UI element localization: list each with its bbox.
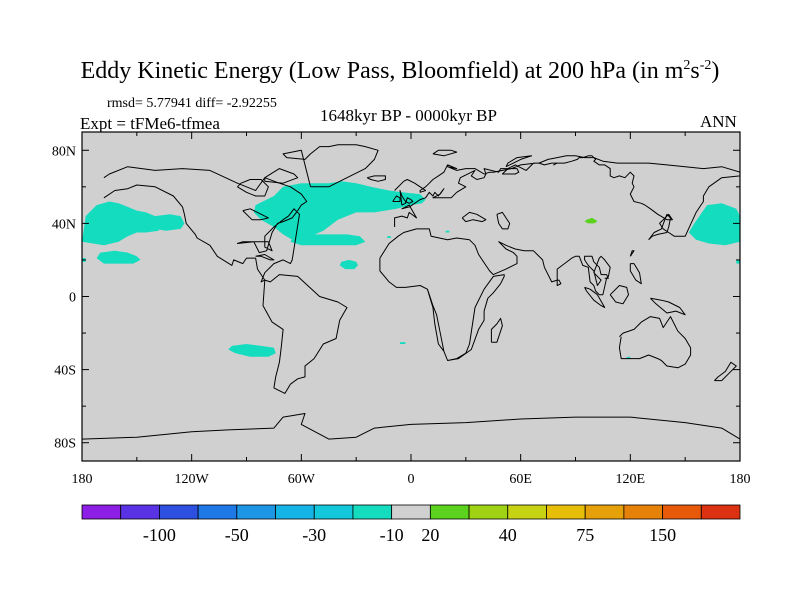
period-label: 1648kyr BP - 0000kyr BP (320, 106, 497, 125)
coastline-sumatra (584, 286, 606, 308)
coastline-hudson-bay (237, 179, 269, 197)
colorbar-box (662, 504, 702, 520)
colorbar-label: 75 (576, 525, 594, 545)
colorbar-box (468, 504, 509, 520)
anomaly-layer (82, 181, 740, 359)
coastline-madagascar (490, 317, 503, 343)
x-tick-label: 180 (730, 472, 751, 487)
anomaly-north-america-north-atlantic-band (253, 181, 426, 244)
colorbar-label: -100 (143, 525, 176, 545)
colorbar-box (275, 504, 315, 520)
coastline-iceland (366, 175, 386, 182)
anomaly-mid-atlantic-band (290, 234, 366, 246)
chart-title: Eddy Kinetic Energy (Low Pass, Bloomfiel… (80, 58, 720, 84)
colorbar-box (429, 504, 470, 520)
colorbar-box (584, 504, 625, 520)
coastline-svalbard (432, 149, 458, 157)
anomaly-subtropical-pacific-patch (96, 250, 141, 264)
coastline-uk (399, 190, 414, 206)
colorbar-box (700, 504, 741, 520)
axis-ticks: 180 120W 60W 0 60E 120E 180 80N 40N 0 40S 80S (52, 132, 751, 487)
map-background (82, 132, 740, 461)
x-tick-label: 60W (288, 472, 316, 487)
anomaly-mongolia-positive-patch (584, 217, 598, 224)
colorbar: -100 -50 -30 -10 20 40 75 150 (81, 504, 741, 545)
colorbar-label: 40 (499, 525, 517, 545)
colorbar-label: -10 (380, 525, 404, 545)
y-tick-label: 40S (54, 364, 76, 379)
y-tick-label: 0 (69, 291, 76, 306)
anomaly-south-pacific-patch (228, 344, 276, 357)
anomaly-north-pacific-west-band (82, 201, 159, 246)
coastline-australia (618, 316, 692, 369)
coastline-cuba (255, 254, 275, 261)
coastline-ireland (392, 195, 401, 202)
anomaly-med-small-patch (445, 230, 450, 233)
y-tick-label: 40N (52, 217, 76, 232)
coastline-caspian (496, 211, 511, 230)
coastline-layer (82, 144, 740, 440)
colorbar-box (507, 504, 547, 520)
anomaly-north-pacific-central-band (136, 214, 185, 231)
coastline-japan (648, 213, 671, 241)
coastline-philippines (629, 263, 642, 285)
coastline-borneo (609, 285, 629, 305)
y-tick-label: 80S (54, 437, 76, 452)
anomaly-west-africa-speck (387, 236, 391, 238)
colorbar-label: -50 (225, 525, 249, 545)
anomaly-north-pacific-east-band (688, 203, 740, 246)
colorbar-box (623, 504, 663, 520)
coastline-africa-south (379, 258, 505, 361)
x-tick-label: 180 (72, 472, 93, 487)
colorbar-box (159, 504, 199, 520)
colorbar-box (81, 504, 122, 520)
coastline-novaya-zemlya (505, 155, 533, 168)
x-tick-label: 120W (175, 472, 210, 487)
x-tick-label: 60E (509, 472, 532, 487)
colorbar-box (352, 504, 393, 520)
experiment-label: Expt = tFMe6-tfmea (80, 114, 220, 133)
coastline-baffin (264, 168, 299, 184)
coastline-sri-lanka (556, 279, 562, 286)
coastline-north-america (103, 166, 308, 283)
colorbar-box (236, 504, 276, 520)
coastline-africa-arabia-india-sea (379, 228, 611, 296)
coastline-great-lakes (242, 208, 269, 221)
season-label: ANN (700, 112, 737, 131)
coastline-antarctica (82, 413, 740, 440)
colorbar-label: 20 (421, 525, 439, 545)
colorbar-box (197, 504, 238, 520)
coastline-black-sea (461, 211, 487, 223)
x-tick-label: 0 (408, 472, 415, 487)
coastline-greenland (282, 144, 379, 188)
rmsd-diff-stats: rmsd= 5.77941 diff= -2.92255 (107, 96, 277, 111)
colorbar-label: -30 (302, 525, 326, 545)
x-tick-label: 120E (616, 472, 646, 487)
anomaly-south-atlantic-speck (400, 342, 406, 344)
colorbar-box (120, 504, 160, 520)
anomaly-eastern-edge-patch (736, 259, 740, 264)
anomaly-subtropical-atlantic-patch (339, 259, 358, 270)
colorbar-label: 150 (649, 525, 676, 545)
colorbar-box (546, 504, 586, 520)
coastline-taiwan (629, 250, 635, 257)
colorbar-box (313, 504, 354, 520)
y-tick-label: 80N (52, 144, 76, 159)
coastline-new-zealand (714, 361, 737, 382)
colorbar-box (391, 504, 431, 520)
coastline-south-america (262, 274, 348, 394)
coastline-eurasia (394, 155, 740, 237)
coastline-new-guinea (650, 297, 686, 316)
